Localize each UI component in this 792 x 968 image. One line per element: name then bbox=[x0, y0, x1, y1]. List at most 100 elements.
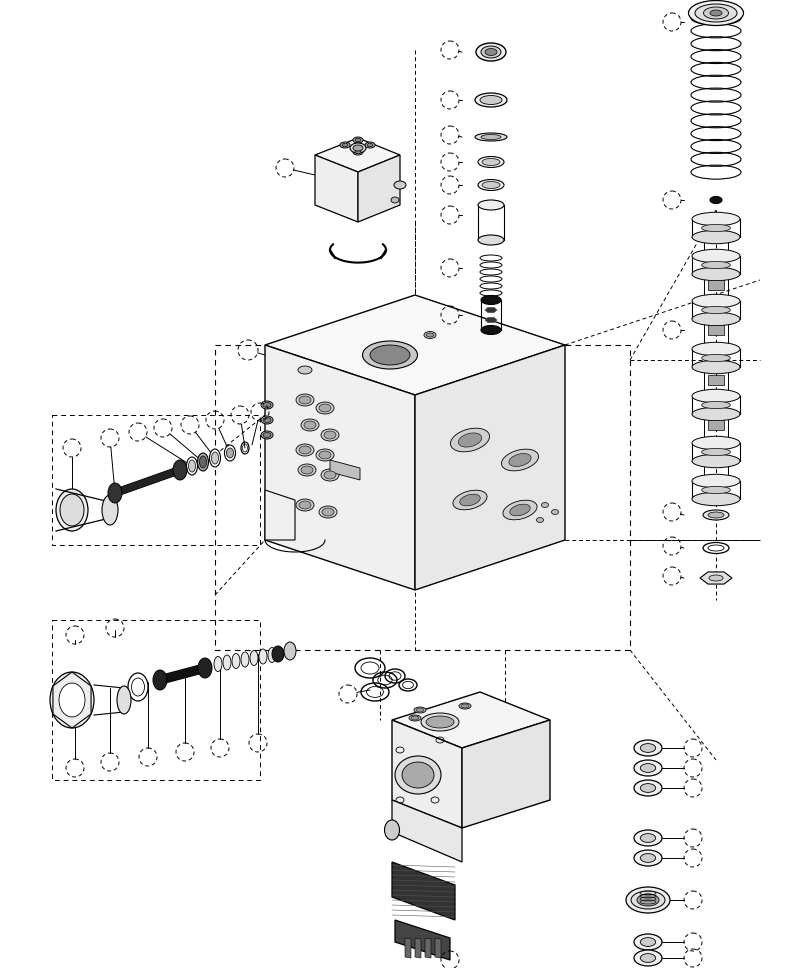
Ellipse shape bbox=[301, 419, 319, 431]
Ellipse shape bbox=[298, 366, 312, 374]
Ellipse shape bbox=[301, 466, 313, 474]
Ellipse shape bbox=[367, 143, 373, 147]
Polygon shape bbox=[265, 295, 565, 395]
Ellipse shape bbox=[353, 137, 363, 143]
Ellipse shape bbox=[482, 159, 500, 166]
Ellipse shape bbox=[128, 673, 148, 701]
Ellipse shape bbox=[232, 653, 240, 669]
Ellipse shape bbox=[637, 894, 659, 906]
Ellipse shape bbox=[304, 421, 316, 429]
Ellipse shape bbox=[261, 431, 273, 439]
Ellipse shape bbox=[703, 7, 729, 19]
Ellipse shape bbox=[402, 762, 434, 788]
Ellipse shape bbox=[692, 250, 740, 262]
Ellipse shape bbox=[692, 343, 740, 355]
Ellipse shape bbox=[355, 150, 361, 154]
Ellipse shape bbox=[692, 437, 740, 450]
Ellipse shape bbox=[210, 449, 220, 467]
Ellipse shape bbox=[272, 646, 284, 662]
Polygon shape bbox=[425, 938, 431, 958]
Ellipse shape bbox=[153, 670, 167, 690]
Ellipse shape bbox=[478, 235, 504, 245]
Ellipse shape bbox=[421, 713, 459, 731]
Ellipse shape bbox=[459, 433, 482, 447]
Ellipse shape bbox=[692, 493, 740, 505]
Polygon shape bbox=[392, 720, 462, 828]
Ellipse shape bbox=[200, 456, 207, 468]
Polygon shape bbox=[415, 345, 565, 590]
Ellipse shape bbox=[394, 181, 406, 189]
Ellipse shape bbox=[261, 401, 273, 409]
Ellipse shape bbox=[188, 460, 196, 472]
Ellipse shape bbox=[692, 212, 740, 226]
Ellipse shape bbox=[640, 938, 656, 947]
Ellipse shape bbox=[640, 953, 656, 962]
Ellipse shape bbox=[708, 512, 724, 518]
Ellipse shape bbox=[475, 93, 507, 107]
Ellipse shape bbox=[296, 444, 314, 456]
Polygon shape bbox=[315, 138, 400, 172]
Ellipse shape bbox=[296, 499, 314, 511]
Ellipse shape bbox=[322, 508, 334, 516]
Ellipse shape bbox=[702, 486, 730, 494]
Ellipse shape bbox=[395, 756, 441, 794]
Ellipse shape bbox=[263, 403, 271, 408]
Ellipse shape bbox=[703, 542, 729, 554]
Ellipse shape bbox=[702, 261, 730, 268]
Ellipse shape bbox=[481, 135, 501, 139]
Ellipse shape bbox=[640, 743, 656, 752]
Polygon shape bbox=[415, 938, 421, 958]
Ellipse shape bbox=[692, 230, 740, 244]
Ellipse shape bbox=[634, 934, 662, 950]
Ellipse shape bbox=[692, 294, 740, 308]
Ellipse shape bbox=[321, 469, 339, 481]
Ellipse shape bbox=[117, 686, 131, 714]
Polygon shape bbox=[435, 938, 441, 958]
Ellipse shape bbox=[475, 133, 507, 141]
Ellipse shape bbox=[451, 428, 489, 452]
Ellipse shape bbox=[414, 707, 426, 713]
Ellipse shape bbox=[363, 341, 417, 369]
Polygon shape bbox=[708, 280, 724, 290]
Polygon shape bbox=[265, 345, 415, 590]
Ellipse shape bbox=[692, 474, 740, 488]
Ellipse shape bbox=[261, 416, 273, 424]
Polygon shape bbox=[392, 862, 455, 920]
Ellipse shape bbox=[702, 225, 730, 231]
Ellipse shape bbox=[692, 389, 740, 403]
Ellipse shape bbox=[509, 453, 531, 467]
Ellipse shape bbox=[214, 656, 222, 672]
Ellipse shape bbox=[460, 494, 480, 506]
Ellipse shape bbox=[501, 449, 539, 470]
Ellipse shape bbox=[284, 642, 296, 660]
Ellipse shape bbox=[298, 464, 316, 476]
Ellipse shape bbox=[692, 454, 740, 468]
Ellipse shape bbox=[186, 457, 197, 475]
Ellipse shape bbox=[370, 345, 410, 365]
Polygon shape bbox=[462, 720, 550, 828]
Ellipse shape bbox=[316, 402, 334, 414]
Ellipse shape bbox=[481, 46, 501, 58]
Ellipse shape bbox=[542, 502, 549, 507]
Ellipse shape bbox=[56, 489, 88, 531]
Ellipse shape bbox=[353, 145, 363, 151]
Ellipse shape bbox=[461, 704, 469, 708]
Ellipse shape bbox=[250, 650, 258, 666]
Ellipse shape bbox=[640, 833, 656, 842]
Ellipse shape bbox=[198, 658, 212, 678]
Ellipse shape bbox=[268, 648, 276, 662]
Ellipse shape bbox=[59, 683, 85, 717]
Ellipse shape bbox=[409, 715, 421, 721]
Ellipse shape bbox=[324, 431, 336, 439]
Ellipse shape bbox=[453, 490, 487, 510]
Polygon shape bbox=[405, 938, 411, 958]
Polygon shape bbox=[392, 800, 462, 862]
Ellipse shape bbox=[416, 708, 424, 712]
Ellipse shape bbox=[384, 820, 399, 840]
Ellipse shape bbox=[634, 830, 662, 846]
Ellipse shape bbox=[709, 575, 723, 581]
Ellipse shape bbox=[710, 10, 722, 16]
Ellipse shape bbox=[695, 4, 737, 22]
Ellipse shape bbox=[485, 48, 497, 55]
Ellipse shape bbox=[503, 500, 537, 520]
